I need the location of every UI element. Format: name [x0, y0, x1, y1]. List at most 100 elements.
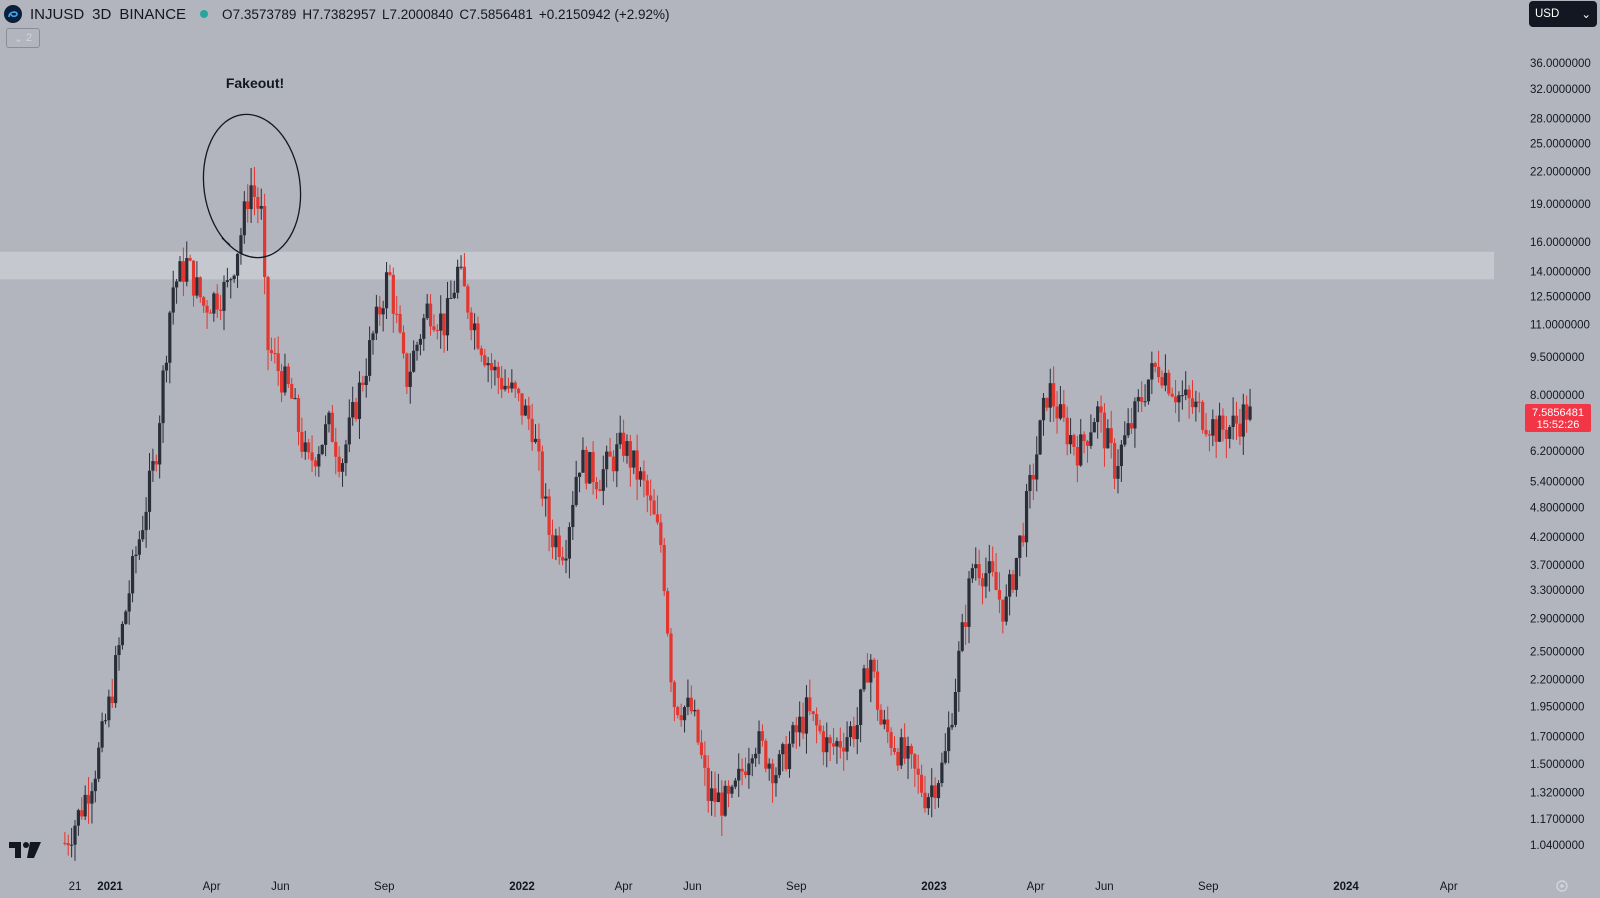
candle [371, 330, 375, 355]
candle [926, 793, 930, 815]
candle [469, 307, 473, 341]
candle [466, 283, 470, 320]
candle [127, 580, 131, 625]
candle [865, 653, 870, 683]
candle [909, 743, 914, 769]
candle [618, 415, 622, 449]
candle [296, 394, 301, 446]
time-axis[interactable]: 21 2021 Apr Jun Sep 2022 Apr Jun Sep 2023 Apr Jun Se… [69, 881, 1458, 893]
candle [263, 193, 267, 295]
price-tick-label: 11.0000000 [1530, 320, 1590, 332]
candle [815, 707, 819, 744]
low-value: 7.2000840 [389, 6, 454, 22]
candle [554, 528, 558, 561]
candle [997, 572, 1002, 614]
candle [239, 227, 243, 265]
currency-select[interactable]: USD ⌄ [1529, 1, 1597, 27]
candle [1119, 440, 1123, 482]
price-tick-label: 1.7000000 [1530, 732, 1584, 744]
price-axis[interactable]: 36.0000000 32.0000000 28.0000000 25.0000000… [1530, 58, 1591, 852]
fakeout-annotation: Fakeout! [226, 75, 284, 91]
tradingview-logo-icon[interactable] [8, 840, 42, 865]
candle [171, 270, 175, 325]
price-tick-label: 3.7000000 [1530, 560, 1584, 572]
candle [1140, 381, 1144, 413]
candle [723, 780, 727, 817]
candle [249, 168, 253, 223]
candle [757, 720, 761, 765]
candle [1028, 464, 1032, 509]
candle [659, 513, 663, 553]
candle [161, 365, 165, 443]
price-tick-label: 1.0400000 [1530, 840, 1584, 852]
candle [1099, 395, 1103, 433]
candle [80, 797, 84, 820]
candle [811, 710, 815, 722]
settings-gear-icon[interactable] [1555, 879, 1569, 898]
candle [1221, 408, 1225, 442]
candle [513, 380, 517, 398]
candle [713, 771, 717, 817]
candle [730, 784, 734, 798]
candle [486, 357, 490, 383]
candle [567, 522, 572, 579]
collapse-indicators-button[interactable]: ⌄ 2 [6, 28, 40, 48]
candle [1011, 569, 1015, 593]
candle [974, 547, 978, 581]
high-value: 7.7382957 [312, 6, 376, 22]
time-tick-label: 2024 [1333, 881, 1359, 893]
candle [987, 544, 991, 592]
candle [276, 336, 280, 386]
candle [794, 717, 798, 749]
candle [1224, 416, 1228, 459]
close-value: 7.5856481 [469, 6, 533, 22]
candle [459, 255, 463, 270]
price-tick-label: 9.5000000 [1530, 352, 1584, 364]
candle [398, 305, 402, 335]
candle [395, 296, 399, 324]
candle [215, 284, 219, 318]
candle [1136, 389, 1140, 413]
candle [1163, 354, 1167, 392]
candle [283, 353, 287, 396]
candle [544, 483, 548, 517]
candle [344, 439, 348, 476]
candle [86, 776, 91, 824]
candle [564, 539, 568, 574]
candle [225, 267, 229, 288]
candle [696, 708, 700, 746]
candle [892, 736, 897, 755]
candle [561, 546, 565, 566]
candle [1211, 409, 1215, 447]
candle [852, 716, 856, 748]
candle [510, 369, 514, 393]
candle [1031, 463, 1035, 501]
candle [1021, 522, 1025, 547]
open-value: 7.3573789 [232, 6, 297, 22]
symbol-name[interactable]: INJUSD [30, 5, 85, 23]
candle [933, 777, 937, 810]
candle [1008, 569, 1012, 616]
candle [848, 721, 853, 747]
candle [686, 679, 690, 716]
price-tick-label: 32.0000000 [1530, 84, 1591, 96]
ohlc-values: O7.3573789 H7.7382957 L7.2000840 C7.5856… [222, 6, 670, 22]
candle [456, 259, 460, 299]
candle [1085, 439, 1090, 463]
candle [1123, 421, 1127, 447]
candle [1068, 418, 1073, 454]
candle [290, 377, 294, 400]
price-tick-label: 6.2000000 [1530, 446, 1584, 458]
candle [378, 295, 382, 326]
candle [950, 713, 954, 731]
candle [1173, 380, 1178, 414]
candle [195, 261, 199, 299]
candle [1248, 388, 1252, 422]
candle [1113, 438, 1117, 490]
candle [645, 474, 649, 513]
candle [906, 736, 910, 779]
candle [747, 747, 751, 789]
candle [1146, 379, 1151, 405]
interval-label[interactable]: 3D [92, 5, 112, 23]
